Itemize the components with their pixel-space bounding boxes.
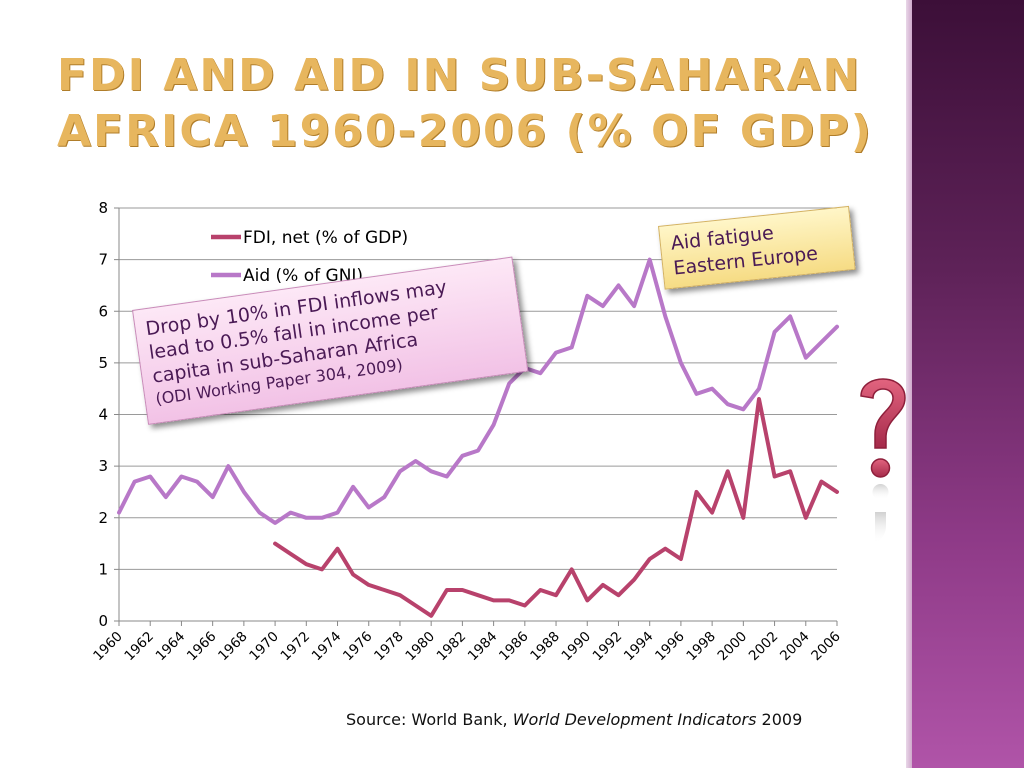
- tick-label-y-0: 0: [98, 612, 108, 630]
- tick-label-x-1974: 1974: [309, 629, 345, 665]
- title-line-1: FDI AND AID IN SUB-SAHARAN: [57, 50, 862, 101]
- source-publication: World Development Indicators: [512, 710, 757, 729]
- sidebar-edge: [906, 0, 912, 768]
- tick-label-x-1998: 1998: [683, 629, 719, 665]
- tick-label-x-1972: 1972: [278, 629, 314, 665]
- source-year: 2009: [756, 710, 803, 729]
- series-line-fdi: [273, 397, 839, 618]
- tick-label-x-1986: 1986: [496, 629, 532, 665]
- tick-label-x-2000: 2000: [715, 629, 751, 665]
- tick-label-y-7: 7: [98, 251, 108, 269]
- tick-label-y-3: 3: [98, 457, 108, 475]
- tick-label-x-1996: 1996: [652, 629, 688, 665]
- tick-label-y-4: 4: [98, 406, 108, 424]
- slide-title: FDI AND AID IN SUB-SAHARAN AFRICA 1960-2…: [57, 48, 897, 160]
- tick-label-y-5: 5: [98, 354, 108, 372]
- tick-label-x-1968: 1968: [215, 629, 251, 665]
- tick-label-x-1960: 1960: [90, 629, 126, 665]
- tick-label-x-1976: 1976: [340, 629, 376, 665]
- y-axis-ticks: 0 1 2 3 4 5 6 7 8: [98, 199, 120, 630]
- tick-label-x-1992: 1992: [590, 629, 626, 665]
- tick-label-x-1964: 1964: [153, 629, 189, 665]
- tick-label-y-2: 2: [98, 509, 108, 527]
- legend-label-fdi: FDI, net (% of GDP): [243, 228, 408, 248]
- question-mark-icon: [860, 378, 906, 544]
- tick-label-x-2004: 2004: [777, 629, 813, 665]
- series-line-aid: [117, 257, 839, 525]
- tick-label-x-1970: 1970: [246, 629, 282, 665]
- tick-label-x-1978: 1978: [371, 629, 407, 665]
- tick-label-x-1962: 1962: [121, 629, 157, 665]
- tick-label-x-2002: 2002: [746, 629, 782, 665]
- series-lines: [117, 257, 839, 618]
- title-line-2: AFRICA 1960-2006 (% OF GDP): [57, 106, 873, 157]
- tick-label-x-2006: 2006: [808, 629, 844, 665]
- tick-label-x-1990: 1990: [558, 629, 594, 665]
- tick-label-y-6: 6: [98, 302, 108, 320]
- source-prefix: Source: World Bank,: [346, 710, 513, 729]
- decorative-sidebar: [912, 0, 1024, 768]
- x-axis-ticks: 1960196219641966196819701972197419761978…: [90, 621, 844, 664]
- tick-label-x-1988: 1988: [527, 629, 563, 665]
- tick-label-x-1994: 1994: [621, 629, 657, 665]
- tick-label-x-1966: 1966: [184, 629, 220, 665]
- source-note: Source: World Bank, World Development In…: [346, 710, 802, 729]
- tick-label-x-1984: 1984: [465, 629, 501, 665]
- tick-label-x-1980: 1980: [402, 629, 438, 665]
- tick-label-x-1982: 1982: [434, 629, 470, 665]
- tick-label-y-8: 8: [98, 199, 108, 217]
- tick-label-y-1: 1: [98, 560, 108, 578]
